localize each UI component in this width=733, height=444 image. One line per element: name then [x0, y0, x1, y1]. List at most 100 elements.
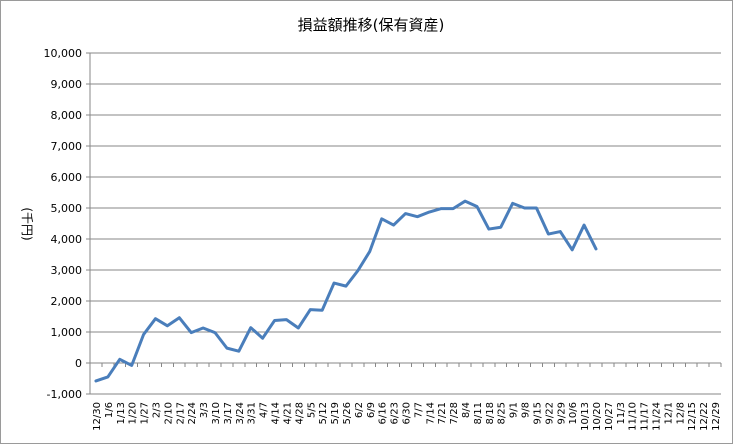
y-tick-label: 10,000 [44, 47, 83, 60]
x-tick-label: 4/14 [271, 402, 282, 424]
axes [89, 53, 722, 394]
x-tick-label: 7/7 [413, 402, 424, 418]
data-point [583, 224, 585, 226]
y-tick-label: 0 [75, 357, 82, 370]
x-tick-label: 1/27 [140, 402, 151, 424]
x-tick-label: 3/10 [211, 402, 222, 424]
data-point [321, 309, 323, 312]
data-point [547, 233, 550, 235]
x-tick-label: 12/30 [92, 402, 103, 431]
x-tick-label: 5/19 [330, 402, 341, 424]
data-point [452, 207, 454, 210]
y-axis-ticks: -1,000 0 1,000 2,000 3,000 4,000 5,000 6,000 7,0… [44, 47, 90, 401]
x-tick-label: 2/3 [151, 402, 162, 418]
data-point [357, 269, 359, 272]
y-tick-label: 1,000 [51, 326, 83, 339]
x-tick-label: 2/17 [175, 402, 186, 424]
x-tick-label: 6/2 [354, 402, 365, 418]
data-point [559, 230, 562, 233]
y-axis-label: (千円) [20, 207, 34, 240]
data-point [380, 218, 383, 220]
data-point [428, 211, 431, 213]
y-tick-label: 9,000 [51, 78, 83, 91]
x-tick-label: 3/3 [199, 402, 210, 418]
data-point [595, 248, 597, 250]
x-tick-label: 5/5 [306, 402, 317, 418]
data-point [488, 228, 490, 230]
data-point [154, 317, 157, 320]
x-tick-label: 9/15 [532, 402, 543, 424]
x-axis-ticks: 12/30 1/6 1/13 1/20 1/27 2/3 2/10 2/17 2/24 3/3 3/… [92, 402, 722, 431]
x-tick-label: 11/3 [616, 402, 627, 424]
data-point [309, 308, 312, 311]
x-tick-label: 12/29 [711, 402, 722, 431]
x-tick-label: 4/7 [259, 402, 270, 418]
chart-title: 損益額推移(保有資産) [298, 16, 445, 34]
x-tick-label: 7/28 [449, 402, 460, 424]
x-tick-label: 11/17 [640, 402, 651, 431]
data-point [345, 285, 347, 287]
x-tick-label: 8/18 [485, 402, 496, 424]
x-tick-label: 9/8 [521, 402, 532, 418]
data-point [499, 226, 502, 229]
y-tick-label: 7,000 [51, 140, 83, 153]
y-tick-label: 3,000 [51, 264, 83, 277]
x-tick-label: 6/30 [402, 402, 413, 424]
x-tick-label: 3/31 [247, 402, 258, 424]
x-tick-label: 10/27 [604, 402, 615, 431]
x-tick-label: 5/26 [342, 402, 353, 424]
data-point [166, 325, 169, 327]
y-tick-label: 8,000 [51, 109, 83, 122]
data-point [392, 224, 395, 226]
data-point [535, 207, 538, 209]
data-point [95, 380, 97, 382]
data-point [404, 212, 407, 215]
x-tick-label: 6/16 [378, 402, 389, 424]
data-point [214, 331, 216, 334]
x-tick-label: 9/1 [509, 402, 520, 418]
x-tick-label: 8/4 [461, 402, 472, 418]
data-point [249, 326, 252, 329]
x-tick-label: 2/10 [163, 402, 174, 424]
y-tick-label: 4,000 [51, 233, 83, 246]
x-tick-label: 4/28 [294, 402, 305, 424]
x-tick-label: 1/6 [104, 402, 115, 418]
x-tick-label: 5/12 [318, 402, 329, 424]
data-point [333, 282, 335, 284]
data-point [368, 250, 371, 253]
gridlines [90, 52, 721, 395]
data-point [297, 327, 300, 329]
x-tick-label: 9/29 [556, 402, 567, 424]
y-tick-label: 6,000 [51, 171, 83, 184]
x-tick-label: 11/24 [652, 402, 663, 431]
data-point [476, 205, 478, 208]
x-tick-label: 11/10 [628, 402, 639, 431]
x-tick-label: 1/13 [116, 402, 127, 424]
data-point [202, 327, 204, 329]
data-point [273, 319, 276, 322]
x-tick-label: 12/15 [687, 402, 698, 431]
data-point [261, 337, 264, 340]
y-tick-label: 5,000 [51, 202, 83, 215]
x-tick-label: 2/24 [187, 402, 198, 424]
x-tick-label: 12/22 [699, 402, 710, 431]
x-tick-label: 3/24 [235, 402, 246, 424]
data-point [238, 350, 240, 353]
data-point [190, 331, 192, 334]
x-tick-label: 10/6 [568, 402, 579, 424]
data-point [118, 358, 121, 361]
x-tick-label: 9/22 [544, 402, 555, 424]
data-point [107, 376, 109, 378]
data-point [226, 347, 228, 349]
x-tick-label: 1/20 [128, 402, 139, 424]
x-tick-label: 12/1 [663, 402, 674, 424]
data-point [130, 364, 133, 367]
x-tick-label: 10/20 [592, 402, 603, 431]
x-tick-label: 6/23 [390, 402, 401, 424]
x-tick-label: 8/25 [497, 402, 508, 424]
data-point [142, 333, 145, 336]
x-tick-label: 10/13 [580, 402, 591, 431]
data-point [416, 215, 419, 218]
